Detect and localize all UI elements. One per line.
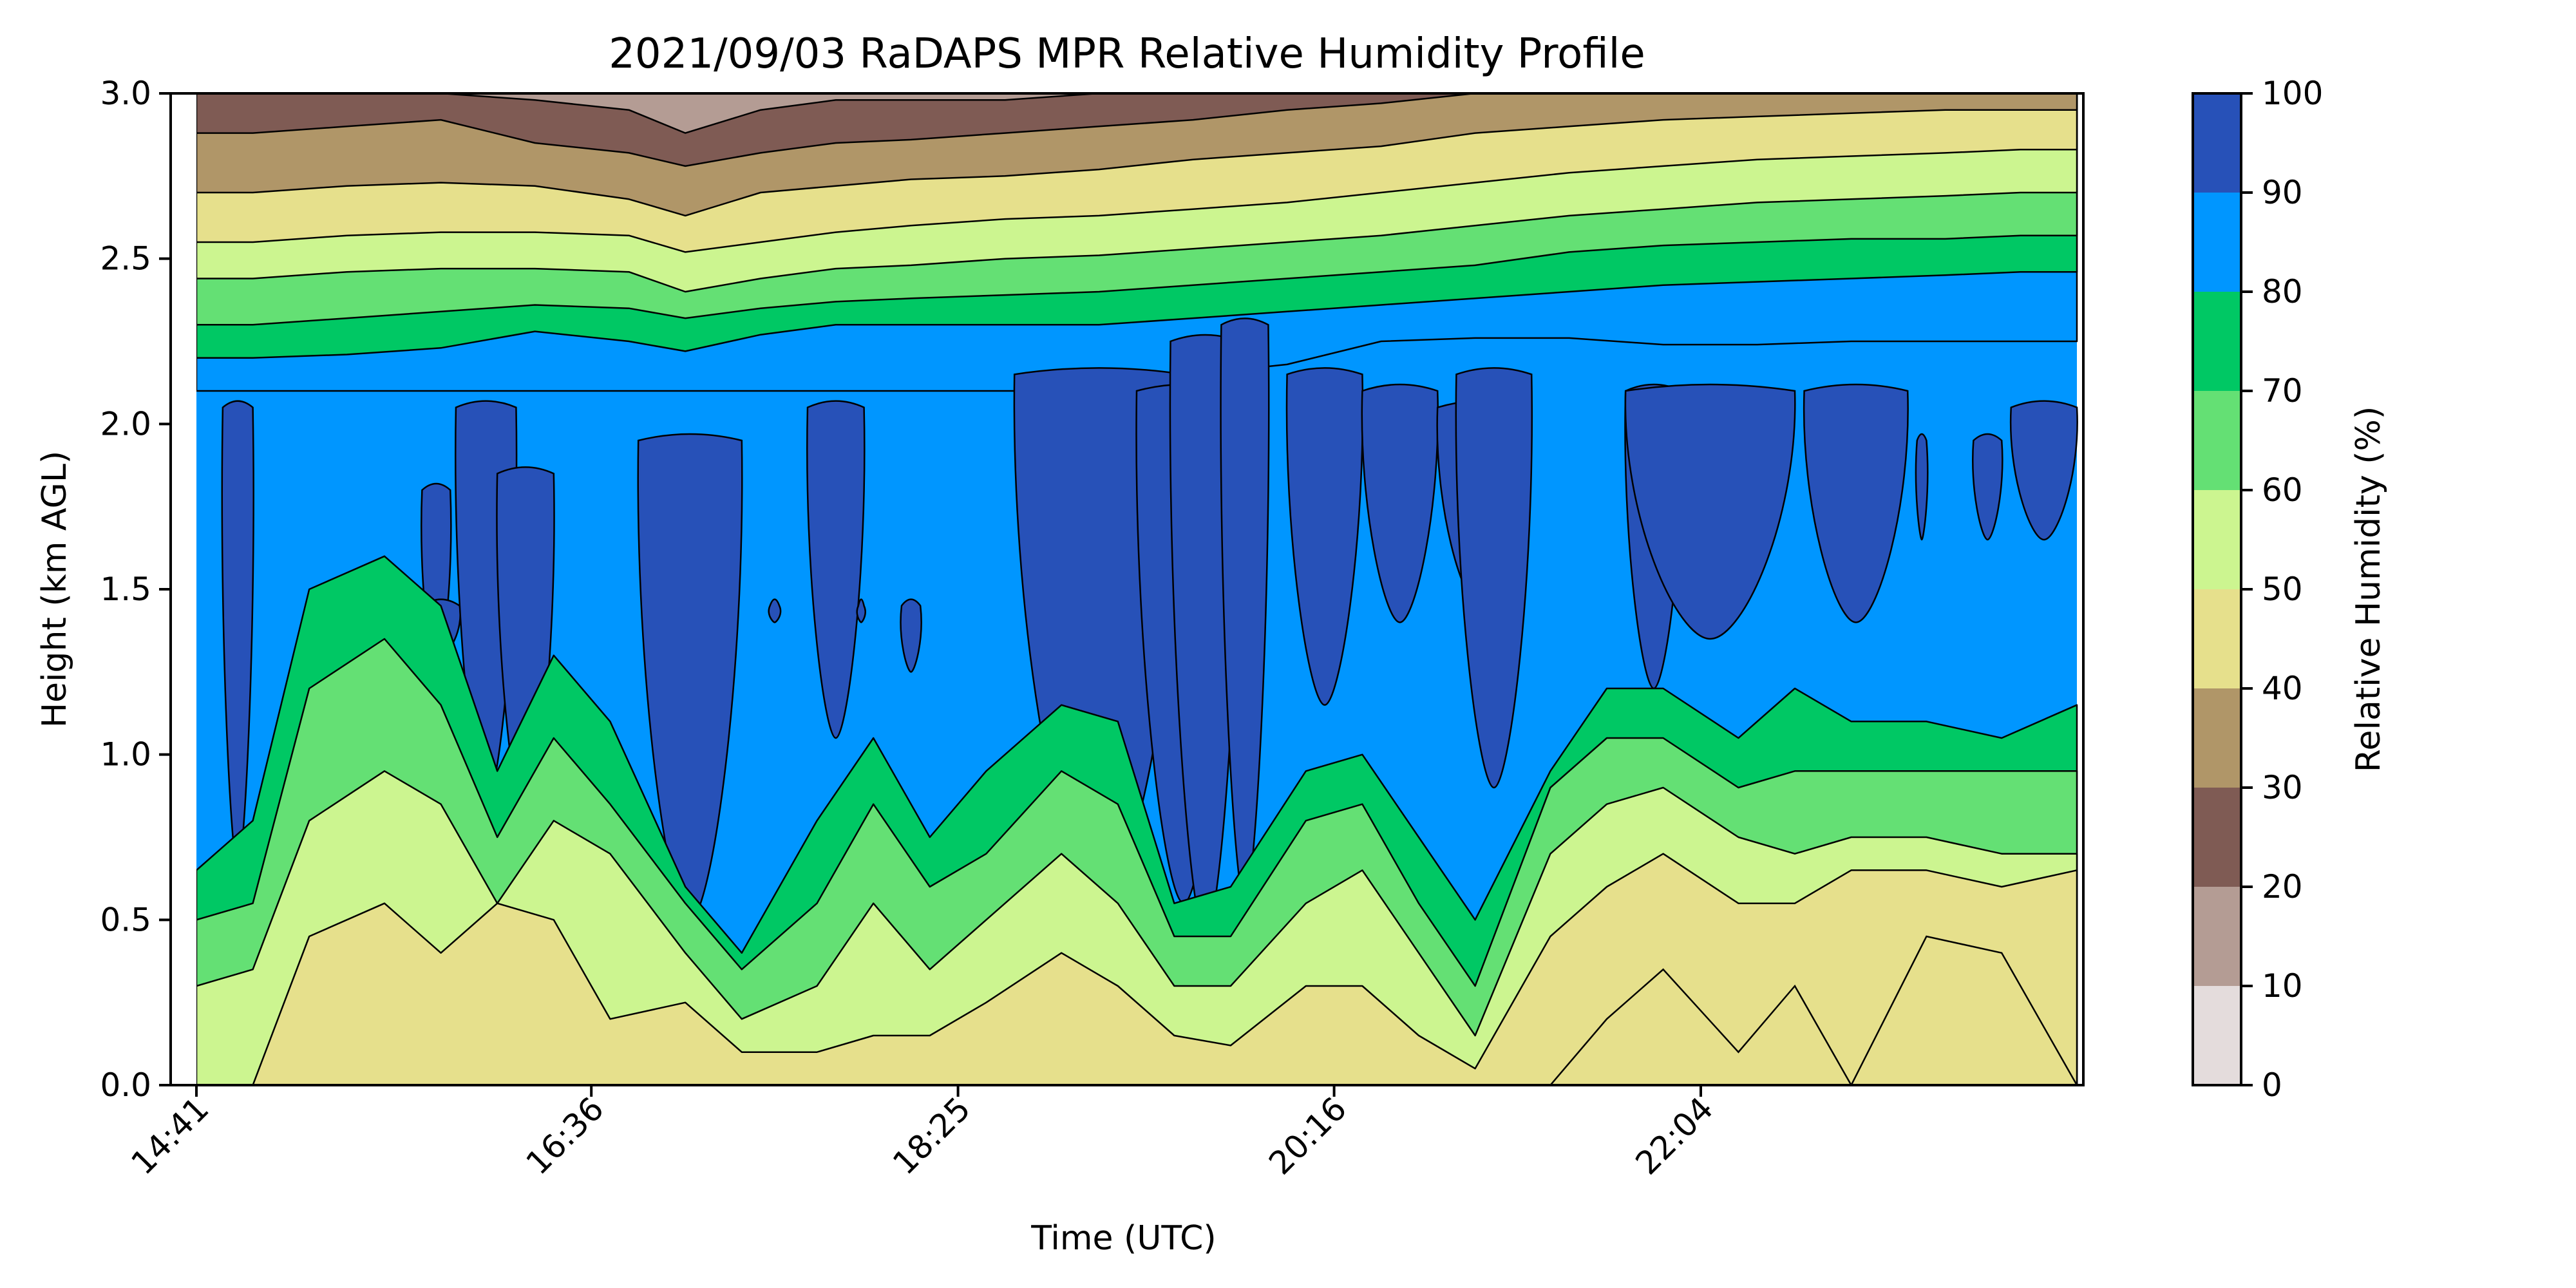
colorbar-tick-label: 30: [2262, 769, 2303, 806]
colorbar-segment: [2193, 292, 2241, 391]
x-axis-ticks: 14:41 16:36 18:25 20:16 22:04: [124, 1085, 1721, 1182]
colorbar-ticks: 0 10 20 30 40 50 60 70 80 90 100: [2241, 75, 2323, 1104]
colorbar-segment: [2193, 589, 2241, 688]
colorbar: [2192, 92, 2242, 1086]
rh-band-90-100: [1285, 367, 1364, 706]
y-tick-label: 2.5: [100, 240, 151, 278]
rh-band-90-100: [1361, 383, 1439, 623]
colorbar-tick-label: 10: [2262, 967, 2303, 1005]
rh-band-90-100: [1624, 383, 1796, 640]
colorbar-tick-label: 90: [2262, 174, 2303, 211]
y-axis-ticks: 0.0 0.5 1.0 1.5 2.0 2.5 3.0: [100, 75, 171, 1104]
rh-band-90-100: [1803, 383, 1909, 623]
x-tick-label: 18:25: [886, 1090, 978, 1182]
colorbar-tick-label: 50: [2262, 571, 2303, 608]
rh-band-90-100: [856, 598, 866, 623]
colorbar-segment: [2193, 391, 2241, 490]
x-tick-label: 22:04: [1629, 1090, 1721, 1182]
y-axis-label: Height (km AGL): [35, 451, 74, 728]
colorbar-tick-label: 40: [2262, 670, 2303, 707]
x-axis-label: Time (UTC): [1030, 1219, 1216, 1258]
rh-band-90-100: [2009, 400, 2078, 541]
colorbar-label: Relative Humidity (%): [2349, 406, 2388, 773]
colorbar-segment: [2193, 93, 2241, 193]
rh-band-90-100: [768, 598, 782, 623]
rh-band-40-50-surface: [196, 935, 2078, 1085]
rh-band-10-20: [196, 93, 2078, 134]
y-tick-label: 3.0: [100, 75, 151, 112]
colorbar-segment: [2193, 887, 2241, 986]
chart-title: 2021/09/03 RaDAPS MPR Relative Humidity …: [609, 30, 1645, 78]
y-tick-label: 0.0: [100, 1066, 151, 1104]
y-tick-label: 1.0: [100, 736, 151, 773]
colorbar-segment: [2193, 986, 2241, 1085]
colorbar-tick-label: 70: [2262, 372, 2303, 410]
colorbar-tick-label: 20: [2262, 868, 2303, 905]
colorbar-tick-label: 80: [2262, 273, 2303, 310]
rh-band-90-100: [900, 598, 922, 673]
y-tick-label: 0.5: [100, 901, 151, 938]
y-tick-label: 1.5: [100, 571, 151, 608]
rh-band-90-100: [806, 400, 866, 739]
rh-band-90-100: [1455, 367, 1533, 789]
y-tick-label: 2.0: [100, 405, 151, 442]
colorbar-tick-label: 0: [2262, 1066, 2282, 1104]
colorbar-segment: [2193, 788, 2241, 887]
x-tick-label: 20:16: [1262, 1090, 1354, 1182]
colorbar-segment: [2193, 193, 2241, 292]
rh-band-90-100: [637, 433, 743, 921]
rh-band-90-100: [1915, 433, 1929, 541]
colorbar-tick-label: 60: [2262, 471, 2303, 509]
x-tick-label: 16:36: [519, 1090, 611, 1182]
colorbar-segment: [2193, 490, 2241, 589]
colorbar-segment: [2193, 688, 2241, 788]
rh-band-90-100: [1972, 433, 2003, 541]
colorbar-tick-label: 100: [2262, 75, 2323, 112]
contour-fill-layers: [196, 93, 2078, 1085]
